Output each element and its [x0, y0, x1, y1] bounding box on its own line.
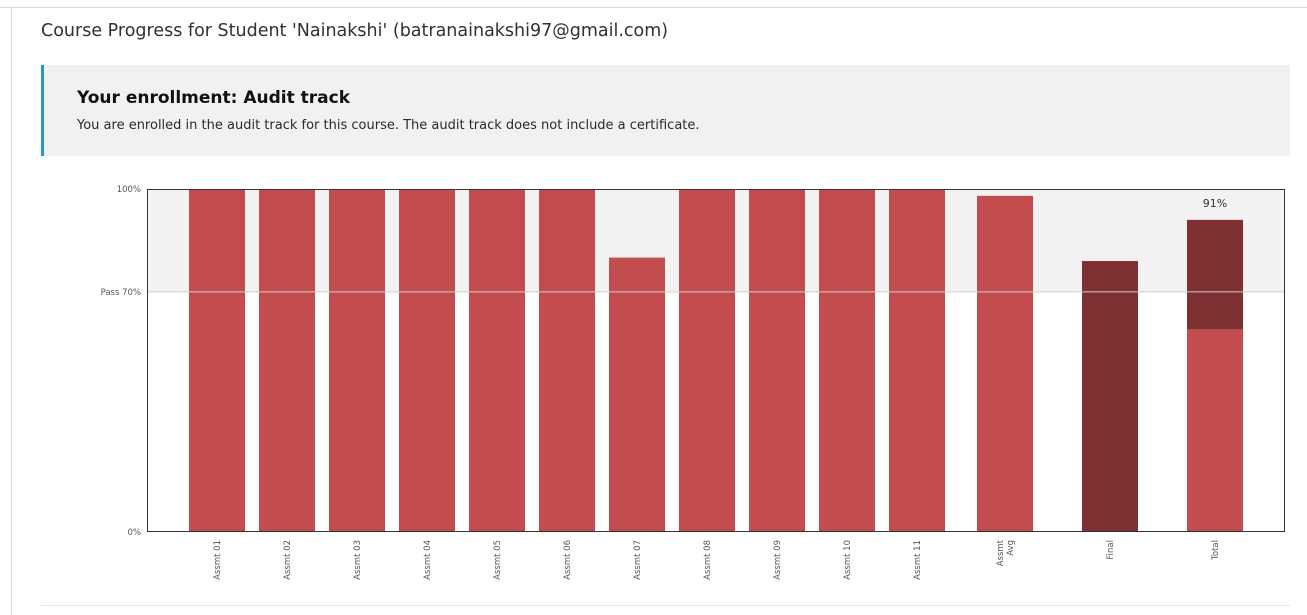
- y-tick-label: 100%: [117, 185, 141, 195]
- x-tick-label: Assmt 08: [703, 540, 713, 580]
- x-tick-label: Assmt 09: [773, 540, 783, 580]
- top-divider: [0, 0, 1307, 8]
- x-tick-label: Total: [1211, 540, 1221, 561]
- x-tick-label: Assmt 03: [353, 540, 363, 580]
- grade-chart-svg: Assmt 01 Assmt 02 Assmt 03 Assmt 04 Assmt 05…: [101, 185, 1285, 580]
- bar-total-final-segment: [1187, 219, 1243, 330]
- bar-assmt-07: [609, 257, 665, 532]
- y-tick-label: 0%: [128, 528, 142, 538]
- left-divider: [11, 8, 12, 615]
- x-tick-label: Assmt 05: [493, 540, 503, 580]
- enrollment-title: Your enrollment: Audit track: [77, 88, 351, 108]
- x-tick-label: Final: [1106, 540, 1116, 560]
- x-tick-label: Assmt 01: [213, 540, 223, 580]
- page-title: Course Progress for Student 'Nainakshi' …: [41, 21, 669, 41]
- bar-assmt-02: [259, 189, 315, 532]
- bar-final: [1082, 261, 1138, 532]
- bar-assmt-01: [189, 189, 245, 532]
- bar-assmt-04: [399, 189, 455, 532]
- bar-assmt-11: [889, 189, 945, 532]
- enrollment-message: You are enrolled in the audit track for …: [77, 118, 700, 133]
- x-tick-label: Assmt 04: [423, 540, 433, 580]
- x-tick-label: AssmtAvg: [996, 539, 1016, 566]
- x-tick-label: Assmt 02: [283, 540, 293, 580]
- bar-assmt-09: [749, 189, 805, 532]
- enrollment-message-box: Your enrollment: Audit track You are enr…: [41, 65, 1290, 156]
- bar-assmt-05: [469, 189, 525, 532]
- data-label-total: 91%: [1203, 197, 1227, 210]
- y-tick-label: Pass 70%: [101, 288, 141, 298]
- x-tick-label: Assmt 07: [633, 540, 643, 580]
- plot-frame: [147, 189, 1285, 532]
- bar-total-assignments-segment: [1187, 329, 1243, 532]
- x-tick-label: Assmt 10: [843, 540, 853, 580]
- bar-assmt-avg: [977, 195, 1033, 533]
- bar-assmt-03: [329, 189, 385, 532]
- bar-assmt-08: [679, 189, 735, 532]
- bar-assmt-10: [819, 189, 875, 532]
- bottom-divider: [41, 605, 1290, 606]
- x-tick-label: Assmt 06: [563, 540, 573, 580]
- grade-chart: Assmt 01 Assmt 02 Assmt 03 Assmt 04 Assmt 05…: [0, 170, 1307, 595]
- x-tick-label: Assmt 11: [913, 540, 923, 580]
- bar-assmt-06: [539, 189, 595, 532]
